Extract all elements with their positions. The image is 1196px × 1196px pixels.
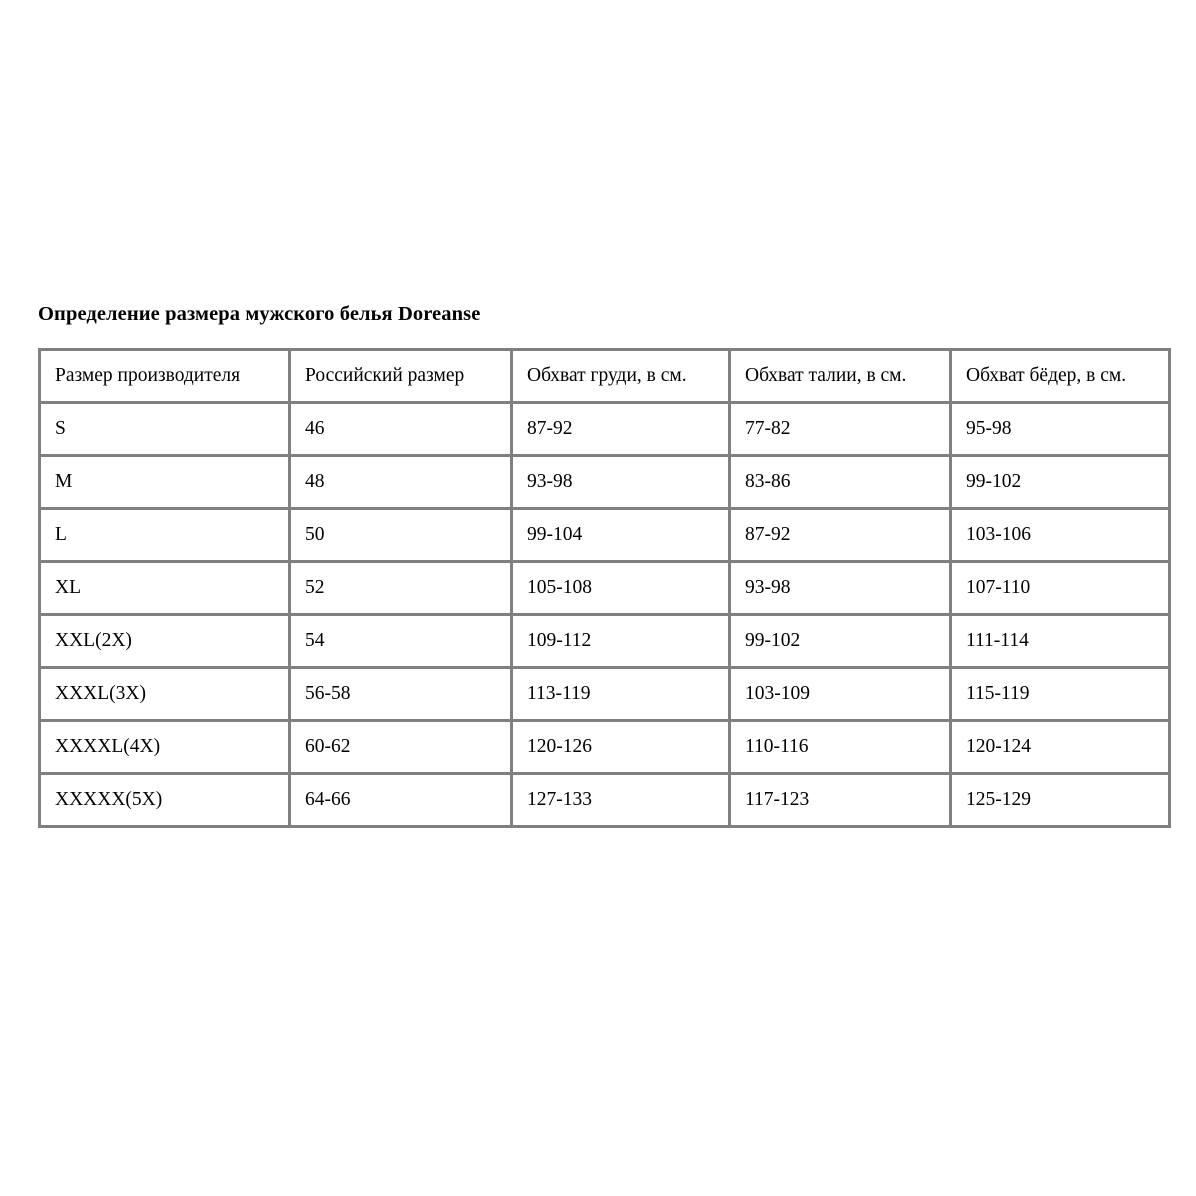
table-body: S 46 87-92 77-82 95-98 M 48 93-98 83-86 … bbox=[38, 401, 1171, 828]
cell-chest: 127-133 bbox=[510, 772, 731, 828]
cell-manufacturer-size: S bbox=[38, 401, 291, 457]
column-header-hips: Обхват бёдер, в см. bbox=[949, 348, 1171, 404]
table-row: M 48 93-98 83-86 99-102 bbox=[38, 454, 1171, 510]
cell-hips: 95-98 bbox=[949, 401, 1171, 457]
table-row: XXXXL(4X) 60-62 120-126 110-116 120-124 bbox=[38, 719, 1171, 775]
cell-russian-size: 56-58 bbox=[288, 666, 513, 722]
cell-chest: 87-92 bbox=[510, 401, 731, 457]
column-header-russian-size: Российский размер bbox=[288, 348, 513, 404]
table-header: Размер производителя Российский размер О… bbox=[38, 348, 1171, 404]
cell-manufacturer-size: L bbox=[38, 507, 291, 563]
cell-hips: 103-106 bbox=[949, 507, 1171, 563]
column-header-waist: Обхват талии, в см. bbox=[728, 348, 952, 404]
cell-chest: 113-119 bbox=[510, 666, 731, 722]
cell-russian-size: 54 bbox=[288, 613, 513, 669]
size-chart-container: Размер производителя Российский размер О… bbox=[38, 348, 1171, 828]
column-header-chest: Обхват груди, в см. bbox=[510, 348, 731, 404]
cell-chest: 105-108 bbox=[510, 560, 731, 616]
cell-chest: 99-104 bbox=[510, 507, 731, 563]
cell-waist: 77-82 bbox=[728, 401, 952, 457]
column-header-manufacturer-size: Размер производителя bbox=[38, 348, 291, 404]
cell-russian-size: 46 bbox=[288, 401, 513, 457]
cell-chest: 93-98 bbox=[510, 454, 731, 510]
cell-russian-size: 60-62 bbox=[288, 719, 513, 775]
table-row: XXXL(3X) 56-58 113-119 103-109 115-119 bbox=[38, 666, 1171, 722]
cell-manufacturer-size: XXXL(3X) bbox=[38, 666, 291, 722]
table-row: S 46 87-92 77-82 95-98 bbox=[38, 401, 1171, 457]
cell-hips: 120-124 bbox=[949, 719, 1171, 775]
cell-russian-size: 64-66 bbox=[288, 772, 513, 828]
cell-hips: 111-114 bbox=[949, 613, 1171, 669]
cell-hips: 99-102 bbox=[949, 454, 1171, 510]
cell-manufacturer-size: M bbox=[38, 454, 291, 510]
cell-manufacturer-size: XXL(2X) bbox=[38, 613, 291, 669]
cell-hips: 115-119 bbox=[949, 666, 1171, 722]
page-title: Определение размера мужского белья Dorea… bbox=[38, 303, 481, 325]
cell-waist: 87-92 bbox=[728, 507, 952, 563]
cell-waist: 103-109 bbox=[728, 666, 952, 722]
cell-waist: 83-86 bbox=[728, 454, 952, 510]
cell-chest: 120-126 bbox=[510, 719, 731, 775]
cell-hips: 125-129 bbox=[949, 772, 1171, 828]
cell-russian-size: 52 bbox=[288, 560, 513, 616]
table-row: XL 52 105-108 93-98 107-110 bbox=[38, 560, 1171, 616]
cell-waist: 93-98 bbox=[728, 560, 952, 616]
cell-russian-size: 50 bbox=[288, 507, 513, 563]
table-row: XXL(2X) 54 109-112 99-102 111-114 bbox=[38, 613, 1171, 669]
table-header-row: Размер производителя Российский размер О… bbox=[38, 348, 1171, 404]
cell-waist: 110-116 bbox=[728, 719, 952, 775]
size-chart-table: Размер производителя Российский размер О… bbox=[38, 348, 1171, 828]
cell-russian-size: 48 bbox=[288, 454, 513, 510]
cell-waist: 99-102 bbox=[728, 613, 952, 669]
cell-hips: 107-110 bbox=[949, 560, 1171, 616]
table-row: L 50 99-104 87-92 103-106 bbox=[38, 507, 1171, 563]
table-row: XXXXX(5X) 64-66 127-133 117-123 125-129 bbox=[38, 772, 1171, 828]
cell-waist: 117-123 bbox=[728, 772, 952, 828]
cell-chest: 109-112 bbox=[510, 613, 731, 669]
cell-manufacturer-size: XXXXX(5X) bbox=[38, 772, 291, 828]
cell-manufacturer-size: XL bbox=[38, 560, 291, 616]
cell-manufacturer-size: XXXXL(4X) bbox=[38, 719, 291, 775]
